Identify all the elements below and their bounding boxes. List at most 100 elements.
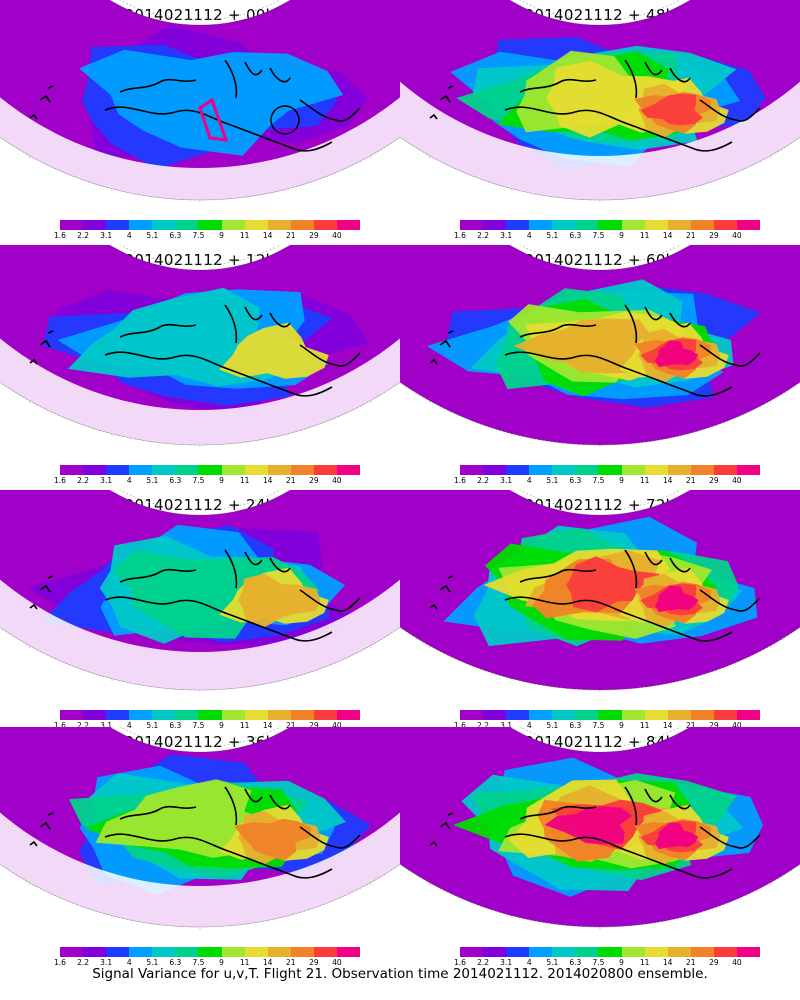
colorbar-swatch xyxy=(313,465,337,475)
colorbar-labels: 1.6 2.2 3.1 4 5.1 6.3 7.5 9 11 14 21 29 40 xyxy=(454,720,760,732)
colorbar-swatch xyxy=(244,947,268,957)
colorbar-tick-label: 6.3 xyxy=(569,231,582,240)
panel-title: 2014021112 + 48h xyxy=(524,6,676,24)
colorbar-swatch xyxy=(198,710,222,720)
colorbar-swatch xyxy=(529,947,553,957)
colorbar-swatch xyxy=(690,465,714,475)
colorbar-tick-label: 1.6 xyxy=(454,721,466,730)
colorbar-swatches xyxy=(60,710,361,720)
coastline-path xyxy=(504,833,733,879)
colorbar-swatch xyxy=(667,465,691,475)
colorbar-tick-label: 40 xyxy=(732,721,742,730)
colorbar-tick-label: 6.3 xyxy=(169,721,182,730)
colorbar-swatch xyxy=(175,947,199,957)
colorbar-swatch xyxy=(690,710,714,720)
colorbar-swatch xyxy=(198,947,222,957)
colorbar-swatch xyxy=(83,710,107,720)
coastline-path xyxy=(119,805,197,820)
colorbar-tick-label: 2.2 xyxy=(477,721,490,730)
colorbar-swatch xyxy=(736,220,761,230)
coastline-path xyxy=(699,589,761,612)
colorbar-swatch xyxy=(60,947,84,957)
colorbar-swatch xyxy=(483,220,507,230)
colorbar-tick-label: 29 xyxy=(709,476,719,485)
colorbar-tick-label: 11 xyxy=(239,231,250,240)
field-hotspot xyxy=(234,818,311,861)
colorbar-tick-label: 7.5 xyxy=(592,721,605,730)
colorbar-tick-label: 14 xyxy=(662,231,673,240)
colorbar-swatch xyxy=(460,947,484,957)
colorbar: 1.6 2.2 3.1 4 5.1 6.3 7.5 9 11 14 21 29 40 xyxy=(454,220,761,246)
colorbar-swatch xyxy=(552,465,576,475)
colorbar-swatch xyxy=(83,465,107,475)
colorbar-labels: 1.6 2.2 3.1 4 5.1 6.3 7.5 9 11 14 21 29 40 xyxy=(54,475,360,487)
coastline-path xyxy=(119,78,197,93)
colorbar-tick-label: 40 xyxy=(332,721,342,730)
colorbar-swatch xyxy=(313,220,337,230)
coastline-path xyxy=(504,596,733,642)
colorbar-tick-label: 9 xyxy=(219,231,224,240)
colorbar-swatch xyxy=(336,710,361,720)
colorbar-swatch xyxy=(221,947,245,957)
colorbar-swatches xyxy=(460,465,761,475)
coastline-path xyxy=(299,589,361,612)
colorbar-tick-label: 14 xyxy=(662,721,673,730)
map-frame xyxy=(0,0,400,201)
colorbar-tick-label: 7.5 xyxy=(192,476,205,485)
colorbar-tick-label: 3.1 xyxy=(500,721,513,730)
field-layer xyxy=(79,49,344,156)
colorbar-tick-label: 9 xyxy=(619,721,624,730)
colorbar: 1.6 2.2 3.1 4 5.1 6.3 7.5 9 11 14 21 29 40 xyxy=(54,947,361,973)
coastline xyxy=(429,786,761,879)
coastline-path xyxy=(699,826,761,849)
island-path xyxy=(429,812,454,847)
island-path xyxy=(429,330,454,365)
island-path xyxy=(429,85,454,120)
coastline-path xyxy=(624,59,691,99)
colorbar-swatch xyxy=(575,710,599,720)
colorbar: 1.6 2.2 3.1 4 5.1 6.3 7.5 9 11 14 21 29 40 xyxy=(54,220,361,246)
colorbar-tick-label: 21 xyxy=(685,721,696,730)
colorbar-tick-label: 4 xyxy=(526,721,532,730)
coastline-path xyxy=(299,99,361,122)
colorbar-tick-label: 21 xyxy=(285,231,296,240)
colorbar-tick-label: 29 xyxy=(309,721,319,730)
colorbar-labels: 1.6 2.2 3.1 4 5.1 6.3 7.5 9 11 14 21 29 40 xyxy=(54,720,360,732)
coastline-path xyxy=(624,304,691,344)
panel-title: 2014021112 + 60h xyxy=(524,251,676,269)
colorbar-swatch xyxy=(621,220,645,230)
flight-track xyxy=(198,97,229,142)
map-frame xyxy=(400,245,800,446)
colorbar-tick-label: 5.1 xyxy=(546,476,559,485)
colorbar-tick-label: 14 xyxy=(262,476,273,485)
coastline-path xyxy=(504,351,733,397)
colorbar-tick-label: 4 xyxy=(126,476,132,485)
coastline-path xyxy=(104,351,333,397)
colorbar-tick-label: 3.1 xyxy=(100,958,113,967)
colorbar-tick-label: 3.1 xyxy=(500,476,513,485)
panel-title: 2014021112 + 24h xyxy=(124,496,276,514)
colorbar-tick-label: 14 xyxy=(662,476,673,485)
colorbar-tick-label: 2.2 xyxy=(77,476,90,485)
variance-field xyxy=(0,0,400,201)
panel-36h: 2014021112 + 36h 1.6 2.2 3.1 4 5.1 6.3 7.5 9 11 1… xyxy=(0,727,400,972)
variance-field xyxy=(0,490,400,691)
colorbar-swatch xyxy=(290,220,314,230)
coastline-path xyxy=(119,323,197,338)
colorbar-swatch xyxy=(506,947,530,957)
field-hotspot xyxy=(663,828,690,848)
colorbar-swatch xyxy=(83,220,107,230)
panel-12h: 2014021112 + 12h 1.6 2.2 3.1 4 5.1 6.3 7.5 9 11 1… xyxy=(0,245,400,490)
colorbar-swatch xyxy=(506,220,530,230)
colorbar-swatch xyxy=(506,710,530,720)
colorbar-swatch xyxy=(529,220,553,230)
coastline-path xyxy=(519,805,597,820)
map-plot xyxy=(0,245,400,447)
colorbar-tick-label: 11 xyxy=(639,721,650,730)
colorbar-tick-label: 6.3 xyxy=(569,958,582,967)
colorbar-tick-label: 2.2 xyxy=(77,721,90,730)
colorbar-tick-label: 2.2 xyxy=(77,231,90,240)
map-frame xyxy=(0,727,400,928)
colorbar-swatch xyxy=(152,947,176,957)
colorbar-swatch xyxy=(221,710,245,720)
